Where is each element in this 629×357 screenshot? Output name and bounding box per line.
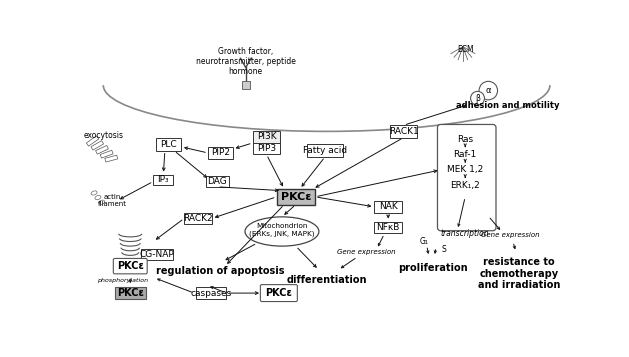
Ellipse shape [95,196,101,200]
FancyBboxPatch shape [374,201,402,213]
Text: caspases: caspases [191,288,231,298]
Text: Raf-1: Raf-1 [454,150,477,159]
Text: ERK₁,2: ERK₁,2 [450,181,480,190]
Ellipse shape [99,200,104,204]
FancyBboxPatch shape [253,131,281,142]
Text: IP₃: IP₃ [157,175,169,185]
Text: adhesion and motility: adhesion and motility [455,101,559,110]
Text: Gene expression: Gene expression [481,232,539,238]
FancyBboxPatch shape [141,249,174,260]
FancyBboxPatch shape [374,222,402,233]
Text: PKCε: PKCε [281,192,311,202]
Text: MEK 1,2: MEK 1,2 [447,165,483,174]
Text: Ras: Ras [457,135,473,144]
Text: PLC: PLC [160,140,177,149]
Text: resistance to
chemotherapy
and irradiation: resistance to chemotherapy and irradiati… [478,257,560,291]
Text: PKCε: PKCε [265,288,292,298]
Text: RACK1: RACK1 [389,127,418,136]
Bar [96,145,108,154]
Text: actin
filament: actin filament [98,194,127,207]
Text: PKCε: PKCε [117,288,143,298]
Text: Fatty acid: Fatty acid [303,146,347,155]
FancyBboxPatch shape [206,176,229,187]
FancyBboxPatch shape [260,285,298,302]
FancyBboxPatch shape [277,189,315,205]
FancyBboxPatch shape [308,145,343,157]
Text: PIP3: PIP3 [257,144,276,153]
Bar [91,141,104,150]
Text: NFκB: NFκB [377,223,400,232]
Text: RACK2: RACK2 [183,214,213,223]
Bar [105,155,118,162]
FancyBboxPatch shape [438,125,496,231]
Text: G₁: G₁ [419,237,428,246]
Text: β: β [475,94,480,103]
FancyBboxPatch shape [153,175,174,185]
Text: PIP2: PIP2 [211,149,230,157]
Circle shape [479,81,498,100]
Text: S: S [442,245,446,254]
Circle shape [470,91,484,105]
FancyBboxPatch shape [390,125,418,137]
Text: regulation of apoptosis: regulation of apoptosis [156,266,284,276]
FancyBboxPatch shape [113,258,147,274]
Ellipse shape [245,217,319,246]
Text: PKCε: PKCε [117,261,143,271]
Text: CG-NAP: CG-NAP [140,250,175,259]
Text: exocytosis: exocytosis [83,131,123,140]
Text: Mitochondrion
(ERKs, JNK, MAPK): Mitochondrion (ERKs, JNK, MAPK) [249,223,314,237]
Text: Golgi: Golgi [120,263,140,272]
Text: DAG: DAG [208,177,227,186]
FancyBboxPatch shape [253,142,281,154]
Bar [100,150,113,158]
Bar [86,136,99,146]
FancyBboxPatch shape [157,138,181,151]
Text: PI3K: PI3K [257,132,276,141]
Bar [242,81,250,89]
FancyBboxPatch shape [208,147,233,159]
FancyBboxPatch shape [196,287,226,299]
Text: ECM: ECM [457,45,474,54]
Text: α: α [486,86,491,95]
Text: proliferation: proliferation [398,263,468,273]
Text: Gene expression: Gene expression [337,249,396,255]
Text: phosphorylation: phosphorylation [97,278,148,283]
FancyBboxPatch shape [115,287,146,299]
Text: transcription: transcription [441,229,489,238]
Text: differentiation: differentiation [286,275,367,285]
FancyBboxPatch shape [184,213,212,224]
Text: Growth factor,
neurotransmitter, peptide
hormone: Growth factor, neurotransmitter, peptide… [196,47,296,76]
Ellipse shape [91,191,97,195]
Text: NAK: NAK [379,202,398,211]
